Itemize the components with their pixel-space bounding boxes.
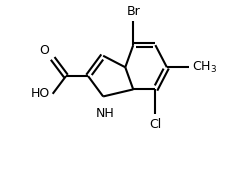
Text: CH$_3$: CH$_3$	[192, 60, 217, 75]
Text: HO: HO	[31, 87, 50, 100]
Text: NH: NH	[96, 107, 114, 120]
Text: Br: Br	[126, 5, 140, 18]
Text: Cl: Cl	[149, 118, 162, 131]
Text: O: O	[39, 44, 49, 57]
